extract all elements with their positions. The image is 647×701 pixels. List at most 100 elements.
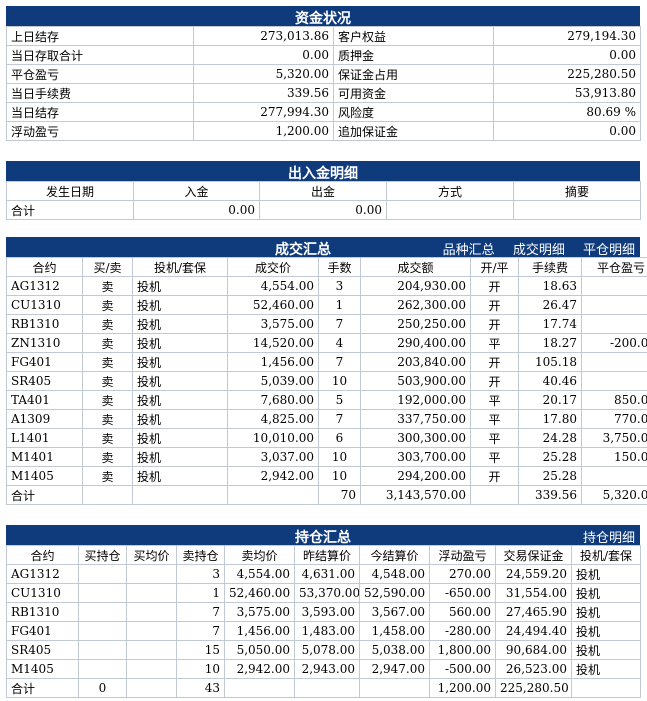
position-buy [78,640,127,660]
trade-side: 卖 [82,314,133,334]
position-margin: 24,559.20 [495,564,572,584]
trade-oc: 开 [470,352,519,372]
total-contract: 合计 [6,678,79,698]
trade-amount: 262,300.00 [360,295,471,315]
trade-fee: 25.28 [518,466,582,486]
trades-total-row: 合计 703,143,570.00 339.565,320.00 [6,485,647,505]
funds-label: 上日结存 [6,26,194,46]
trade-fee: 24.28 [518,428,582,448]
position-buyavg [126,583,177,603]
position-buyavg [126,621,177,641]
empty-cell [126,678,177,698]
empty-cell [386,200,514,220]
table-row: ZN1310 卖投机 14,520.00 4 290,400.00 平 18.27 -200.… [6,333,647,353]
trade-type: 投机 [132,447,228,467]
trade-lots: 10 [318,466,361,486]
trade-type: 投机 [132,409,228,429]
funds-row: 平仓盈亏 5,320.00 保证金占用 225,280.50 [6,64,641,84]
funds-label: 保证金占用 [333,64,494,84]
column-header: 合约 [6,257,83,277]
trade-side: 卖 [82,466,133,486]
table-row: M1405 10 2,942.00 2,943.00 2,947.00 -500.00 26… [6,659,641,679]
position-type: 投机 [571,659,641,679]
trade-amount: 503,900.00 [360,371,471,391]
positions-links: 持仓明细 [569,527,635,546]
trade-pnl: 770.00 [581,409,647,429]
position-today: 1,458.00 [359,621,430,641]
position-type: 投机 [571,564,641,584]
link-position-details[interactable]: 持仓明细 [582,531,635,546]
trade-price: 4,825.00 [227,409,319,429]
trade-lots: 4 [318,333,361,353]
total-sell: 43 [176,678,225,698]
column-header: 卖持仓 [176,545,225,565]
position-today: 4,548.00 [359,564,430,584]
link-close-details[interactable]: 平仓明细 [582,243,635,258]
trade-contract: SR405 [6,371,83,391]
position-contract: AG1312 [6,564,79,584]
position-type: 投机 [571,602,641,622]
position-float: -280.00 [429,621,496,641]
position-buy [78,583,127,603]
position-float: -500.00 [429,659,496,679]
table-row: AG1312 3 4,554.00 4,631.00 4,548.00 270.00 24,… [6,564,641,584]
trades-header: 成交汇总 品种汇总 成交明细 平仓明细 [6,237,640,258]
funds-value: 0.00 [493,121,641,141]
table-row: L1401 卖投机 10,010.00 6 300,300.00 平 24.28 3,750.… [6,428,647,448]
position-prev: 2,943.00 [294,659,360,679]
trade-oc: 开 [470,276,519,296]
trade-type: 投机 [132,333,228,353]
position-prev: 5,078.00 [294,640,360,660]
position-margin: 27,465.90 [495,602,572,622]
link-product-summary[interactable]: 品种汇总 [442,243,495,258]
trade-pnl: -- [581,276,647,296]
total-deposit: 0.00 [133,200,260,220]
position-sellavg: 5,050.00 [224,640,295,660]
position-today: 2,947.00 [359,659,430,679]
funds-label: 当日手续费 [6,83,194,103]
trade-contract: AG1312 [6,276,83,296]
trade-pnl: -- [581,352,647,372]
link-trade-details[interactable]: 成交明细 [512,243,565,258]
funds-value: 273,013.86 [193,26,334,46]
trade-oc: 开 [470,295,519,315]
trade-price: 3,037.00 [227,447,319,467]
trade-fee: 105.18 [518,352,582,372]
funds-row: 当日结存 277,994.30 风险度 80.69 % [6,102,641,122]
position-contract: FG401 [6,621,79,641]
position-type: 投机 [571,640,641,660]
position-margin: 31,554.00 [495,583,572,603]
deposits-title: 出入金明细 [288,166,358,182]
column-header: 投机/套保 [132,257,228,277]
funds-value: 339.56 [193,83,334,103]
trade-contract: L1401 [6,428,83,448]
position-margin: 24,494.40 [495,621,572,641]
trade-amount: 203,840.00 [360,352,471,372]
table-row: FG401 7 1,456.00 1,483.00 1,458.00 -280.00 24,… [6,621,641,641]
trade-lots: 7 [318,352,361,372]
position-buyavg [126,602,177,622]
trade-price: 14,520.00 [227,333,319,353]
column-header: 成交额 [360,257,471,277]
position-margin: 90,684.00 [495,640,572,660]
trade-side: 卖 [82,428,133,448]
trade-type: 投机 [132,371,228,391]
position-sellavg: 1,456.00 [224,621,295,641]
position-type: 投机 [571,583,641,603]
position-buy [78,602,127,622]
position-contract: SR405 [6,640,79,660]
position-prev: 1,483.00 [294,621,360,641]
position-float: 270.00 [429,564,496,584]
column-header: 出金 [259,181,387,201]
deposits-header: 出入金明细 [6,161,640,182]
trade-side: 卖 [82,333,133,353]
trade-contract: M1405 [6,466,83,486]
funds-title: 资金状况 [295,11,351,27]
total-contract: 合计 [6,485,83,505]
positions-title: 持仓汇总 [295,530,351,546]
position-float: 1,800.00 [429,640,496,660]
trade-type: 投机 [132,428,228,448]
